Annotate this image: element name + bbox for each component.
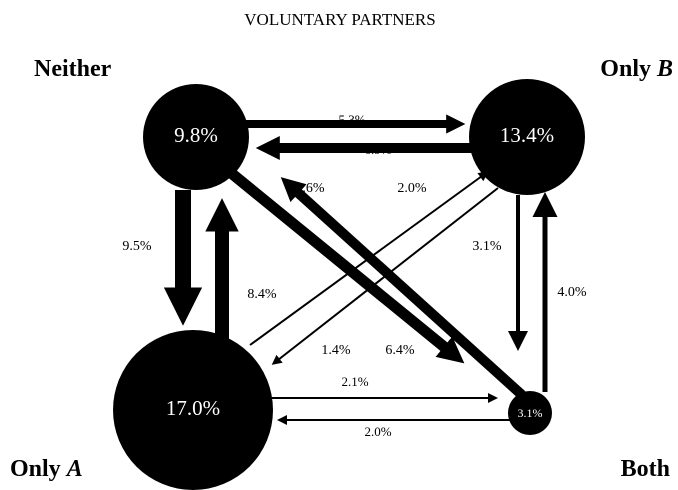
node-value: 13.4% — [500, 123, 554, 147]
node-circle — [113, 330, 273, 490]
edge-label: 3.1% — [472, 239, 502, 254]
node-value: 17.0% — [166, 396, 220, 420]
arrow — [249, 171, 489, 346]
node-label: Both — [621, 456, 670, 482]
arrow — [271, 187, 499, 365]
edge-label: 6.4% — [385, 343, 415, 358]
edge-label: 5.6% — [295, 181, 325, 196]
node-circle — [143, 84, 249, 190]
edge-label: 1.4% — [321, 343, 351, 358]
edge-label: 6.9% — [364, 142, 391, 157]
edge-label: 8.4% — [247, 287, 277, 302]
node-label: Only A — [10, 456, 83, 482]
edge-label: 5.3% — [338, 112, 365, 127]
edge-label: 2.0% — [397, 181, 427, 196]
node-value: 9.8% — [174, 123, 218, 147]
node-label: Only B — [600, 56, 673, 82]
edge-label: 2.1% — [341, 374, 368, 389]
edge-label: 9.5% — [122, 239, 152, 254]
arrows — [163, 114, 558, 425]
node-label: Neither — [34, 56, 112, 82]
arrow — [221, 163, 465, 364]
edge-label: 4.0% — [557, 285, 587, 300]
node-circle — [469, 79, 585, 195]
edge-label: 2.0% — [364, 424, 391, 439]
node-circle — [508, 391, 552, 435]
title: VOLUNTARY PARTNERS — [244, 10, 435, 29]
node-value: 3.1% — [518, 406, 543, 420]
arrow — [280, 177, 526, 399]
